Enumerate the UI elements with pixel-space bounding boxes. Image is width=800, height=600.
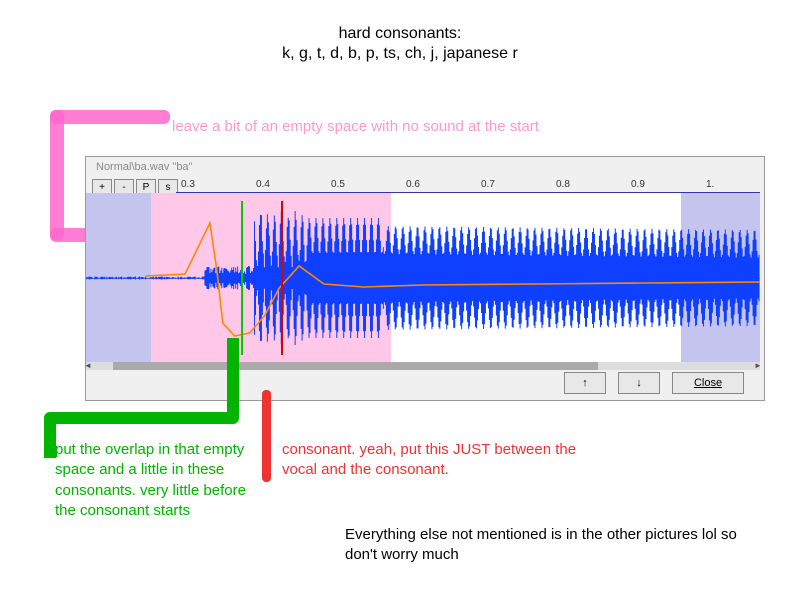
annotation-green: put the overlap in that empty space and … xyxy=(55,440,260,521)
annotation-red: consonant. yeah, put this JUST between t… xyxy=(282,440,602,481)
overlap-marker[interactable] xyxy=(241,201,243,355)
close-button[interactable]: Close xyxy=(672,372,744,394)
title-line1: hard consonants: xyxy=(0,25,800,43)
ruler-tick: 0.3 xyxy=(181,179,195,190)
waveform-editor: Normal\ba.wav "ba" + - P s 0.30.40.50.60… xyxy=(85,156,765,401)
title-line2: k, g, t, d, b, p, ts, ch, j, japanese r xyxy=(0,45,800,63)
waveform-svg xyxy=(86,193,760,363)
ruler-tick: 0.7 xyxy=(481,179,495,190)
ruler-tick: 1. xyxy=(706,179,714,190)
file-label: Normal\ba.wav "ba" xyxy=(96,161,192,173)
bottom-controls: ↑ ↓ Close xyxy=(564,372,744,394)
annotation-pink: leave a bit of an empty space with no so… xyxy=(172,118,539,135)
preutterance-marker[interactable] xyxy=(281,201,283,355)
annotation-footer: Everything else not mentioned is in the … xyxy=(345,525,745,566)
horizontal-scrollbar[interactable] xyxy=(86,362,760,370)
ruler-tick: 0.9 xyxy=(631,179,645,190)
ruler-tick: 0.5 xyxy=(331,179,345,190)
scroll-right-arrow[interactable]: ► xyxy=(754,362,764,370)
ruler-tick: 0.8 xyxy=(556,179,570,190)
ruler-tick: 0.6 xyxy=(406,179,420,190)
ruler-tick: 0.4 xyxy=(256,179,270,190)
next-button[interactable]: ↓ xyxy=(618,372,660,394)
waveform-area[interactable] xyxy=(86,193,760,363)
red-stroke-overlay xyxy=(262,390,271,482)
scroll-left-arrow[interactable]: ◄ xyxy=(84,362,94,370)
time-ruler: 0.3 0.4 0.5 0.6 0.7 0.8 0.9 1. xyxy=(176,175,760,193)
prev-button[interactable]: ↑ xyxy=(564,372,606,394)
title-block: hard consonants: k, g, t, d, b, p, ts, c… xyxy=(0,25,800,63)
scrollbar-thumb[interactable] xyxy=(113,362,598,370)
